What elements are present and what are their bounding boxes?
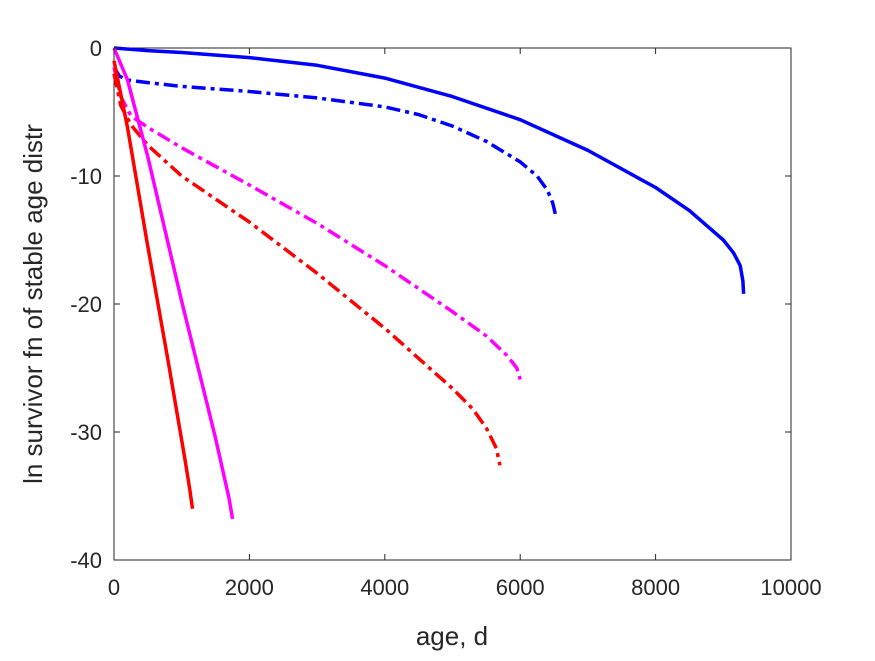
- series-line-5: [112, 47, 235, 520]
- series-line-1: [113, 46, 746, 294]
- series-line-4: [112, 73, 502, 466]
- y-tick-label: -10: [70, 164, 102, 189]
- y-axis-ticks: 0 -10 -20 -30 -40: [70, 36, 791, 573]
- y-tick-label: 0: [90, 36, 102, 61]
- x-tick-label: 10000: [760, 575, 821, 600]
- x-tick-label: 2000: [225, 575, 274, 600]
- plot-area: [113, 47, 792, 561]
- x-tick-label: 4000: [360, 575, 409, 600]
- x-axis-label: age, d: [416, 621, 488, 651]
- series-line-3: [112, 66, 522, 380]
- series-line-2: [112, 66, 558, 215]
- series-layer: [112, 46, 746, 520]
- x-axis-ticks: 0 2000 4000 6000 8000 10000: [108, 48, 822, 600]
- x-tick-label: 0: [108, 575, 120, 600]
- series-line-6: [112, 60, 195, 510]
- y-tick-label: -20: [70, 292, 102, 317]
- x-tick-label: 8000: [631, 575, 680, 600]
- y-tick-label: -30: [70, 420, 102, 445]
- y-axis-label: ln survivor fn of stable age distr: [18, 124, 48, 484]
- y-tick-label: -40: [70, 548, 102, 573]
- x-tick-label: 6000: [496, 575, 545, 600]
